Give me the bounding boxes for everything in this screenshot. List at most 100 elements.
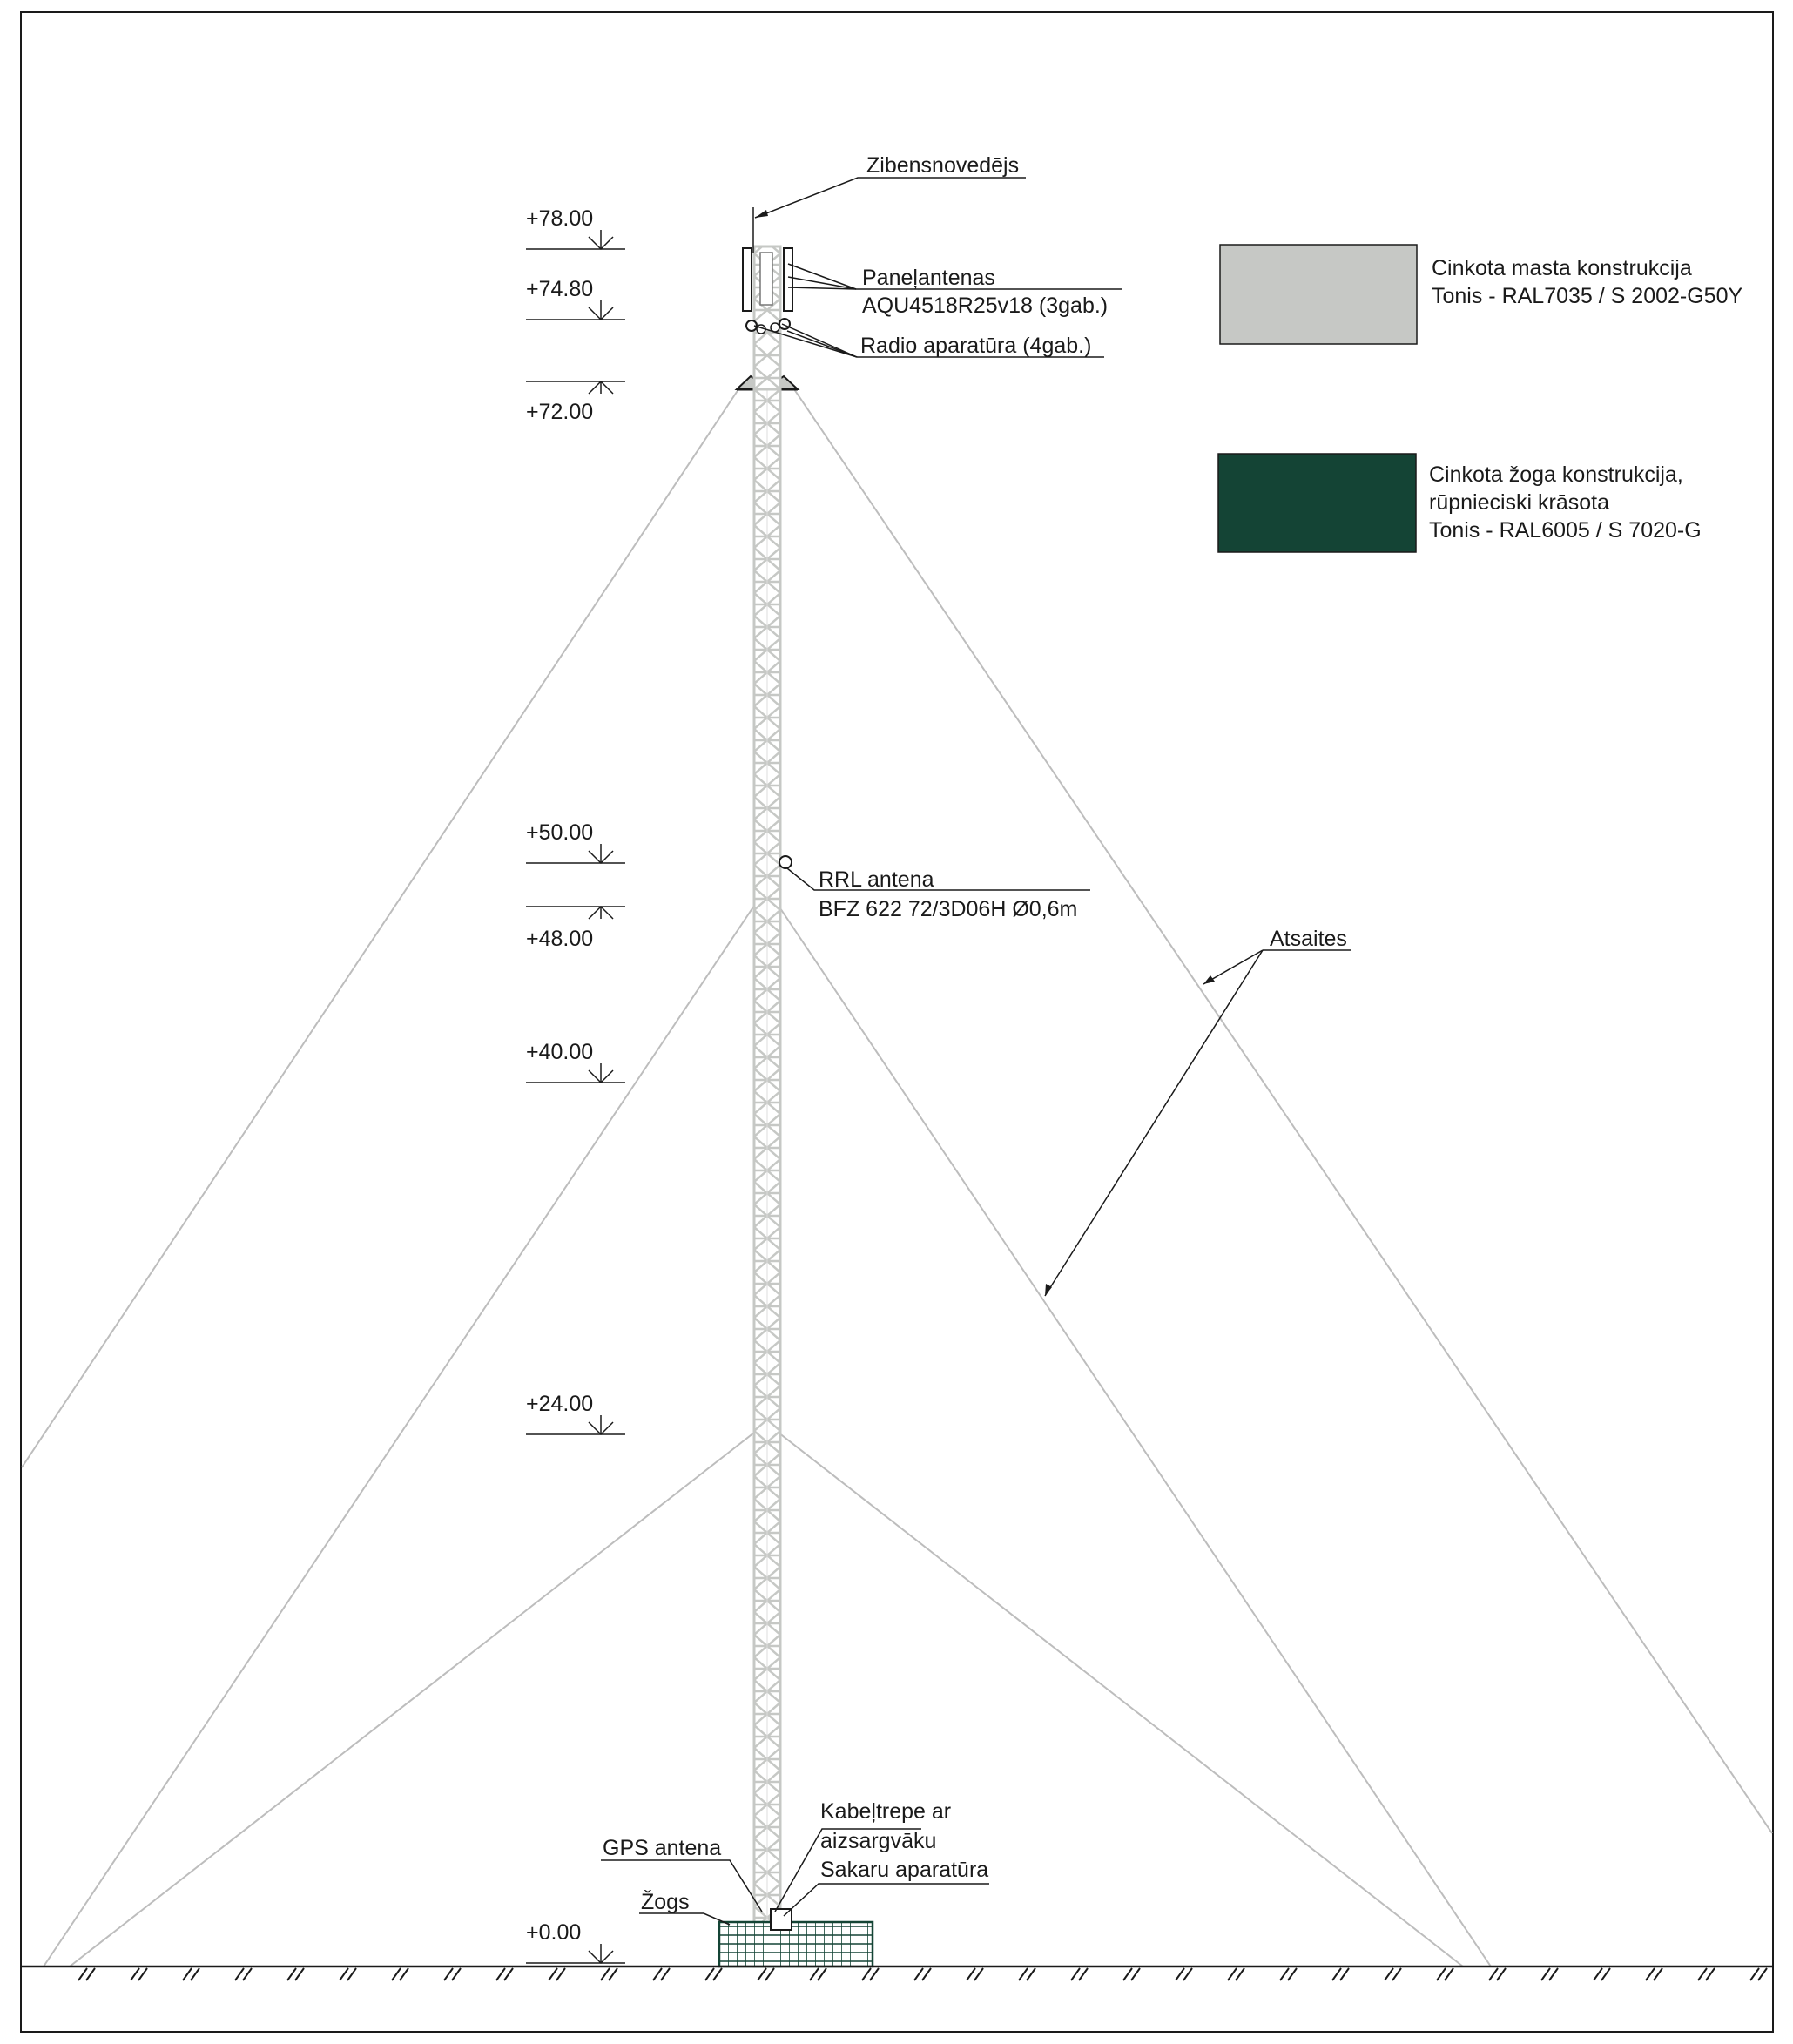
ground-hatch [1331, 1967, 1342, 1981]
panel-antenna-center [759, 252, 773, 306]
legend: Cinkota masta konstrukcija Tonis - RAL70… [1217, 244, 1742, 553]
leader-gps [601, 1859, 763, 1912]
label-panel-antenna-model: AQU4518R25v18 (3gab.) [862, 293, 1108, 318]
ground-hatch [1548, 1967, 1559, 1981]
ground-hatch [765, 1967, 775, 1981]
guy-wire [69, 1432, 755, 1967]
label-gps-antenna: GPS antena [603, 1836, 721, 1860]
ground-hatch [660, 1967, 671, 1981]
level-marker: +40.00 [526, 1040, 625, 1084]
level-label: +40.00 [526, 1040, 593, 1064]
ground-hatch [130, 1967, 140, 1981]
ground-hatch [1227, 1967, 1237, 1981]
ground-hatch [1026, 1967, 1036, 1981]
guy-wire [21, 388, 739, 1468]
level-marker: +78.00 [526, 206, 625, 251]
ground-hatch [190, 1967, 200, 1981]
radio-unit [745, 320, 758, 332]
ground-hatch [495, 1967, 506, 1981]
guy-wires [21, 388, 1773, 1967]
legend-fence-line-3: Tonis - RAL6005 / S 7020-G [1429, 518, 1702, 543]
ground-hatch [1078, 1967, 1089, 1981]
level-marker: +74.80 [526, 277, 625, 321]
ground-hatch [1175, 1967, 1185, 1981]
level-label: +74.80 [526, 277, 593, 301]
ground-hatch [1384, 1967, 1394, 1981]
level-marker: +72.00 [526, 380, 625, 424]
ground-hatch [443, 1967, 454, 1981]
level-label: +78.00 [526, 206, 593, 231]
ground-hatch [391, 1967, 401, 1981]
ground-hatch [921, 1967, 932, 1981]
leader-panel [787, 287, 857, 290]
ground-hatch [1436, 1967, 1446, 1981]
ground-hatch [548, 1967, 558, 1981]
level-label: +72.00 [526, 400, 593, 424]
label-guy-wires: Atsaites [1270, 927, 1347, 951]
fence-mesh [718, 1920, 874, 1968]
legend-fence-line-1: Cinkota žoga konstrukcija, [1429, 462, 1683, 487]
ground-hatch [556, 1967, 566, 1981]
panel-antenna-left [742, 247, 752, 312]
ground-hatch [339, 1967, 349, 1981]
ground-hatch [1070, 1967, 1081, 1981]
ground-hatch [1183, 1967, 1193, 1981]
leader-lightning-rod [754, 177, 1026, 219]
ground-hatch [1697, 1967, 1708, 1981]
legend-fence-line-2: rūpnieciski krāsota [1429, 490, 1609, 515]
leader-guy [1203, 949, 1264, 985]
ground-hatch [600, 1967, 610, 1981]
ground-hatch [712, 1967, 723, 1981]
ground-hatch [1593, 1967, 1603, 1981]
ground-hatch [1122, 1967, 1133, 1981]
leader-fence [639, 1912, 731, 1926]
ground-hatch [347, 1967, 357, 1981]
ground-hatch [861, 1967, 872, 1981]
ground-hatch [913, 1967, 924, 1981]
leader-cable-tray [774, 1828, 921, 1912]
drawing-frame [20, 11, 1774, 2033]
ground [21, 1965, 1773, 1981]
callouts: Zibensnovedējs Paneļantenas AQU4518R25v1… [603, 153, 1347, 1914]
ground-hatch [503, 1967, 514, 1981]
ground-hatch [608, 1967, 618, 1981]
leader-panel [787, 263, 857, 290]
legend-mast-line-1: Cinkota masta konstrukcija [1432, 256, 1692, 280]
level-marker: +48.00 [526, 905, 625, 951]
fence [718, 1908, 874, 1968]
label-rrl-antenna: RRL antena [819, 867, 934, 892]
label-radio-units: Radio aparatūra (4gab.) [860, 334, 1091, 358]
ground-hatch [234, 1967, 245, 1981]
ground-hatch [1392, 1967, 1402, 1981]
ground-hatch [1339, 1967, 1350, 1981]
ground-hatch [1287, 1967, 1298, 1981]
ground-hatch [1279, 1967, 1290, 1981]
leader-radio [753, 325, 858, 358]
ground-hatch [451, 1967, 462, 1981]
leader-radio [786, 330, 858, 358]
rrl-antenna-dish [779, 855, 792, 869]
panel-antenna-right [783, 247, 793, 312]
ground-hatch [1488, 1967, 1499, 1981]
ground-hatch [1540, 1967, 1551, 1981]
leader-comm-equipment [783, 1883, 989, 1917]
label-rrl-antenna-model: BFZ 622 72/3D06H Ø0,6m [819, 897, 1077, 921]
ground-hatch [1235, 1967, 1245, 1981]
ground-hatch [1757, 1967, 1768, 1981]
label-cable-tray: Kabeļtrepe ar [820, 1799, 951, 1824]
ground-hatch [1018, 1967, 1028, 1981]
leader-rrl [786, 867, 1090, 891]
leader-guy [1044, 949, 1264, 1297]
ground-hatch [1444, 1967, 1454, 1981]
ground-hatch [817, 1967, 827, 1981]
label-cable-tray-cover: aizsargvāku [820, 1829, 936, 1853]
leader-panel [787, 276, 857, 290]
ground-hatch [757, 1967, 767, 1981]
label-panel-antennas: Paneļantenas [862, 266, 995, 290]
ground-hatch [1749, 1967, 1760, 1981]
legend-swatch-mast [1219, 244, 1418, 345]
radio-unit [779, 318, 791, 330]
leader-lines [601, 177, 1351, 1926]
arrowheads [755, 210, 1215, 1296]
